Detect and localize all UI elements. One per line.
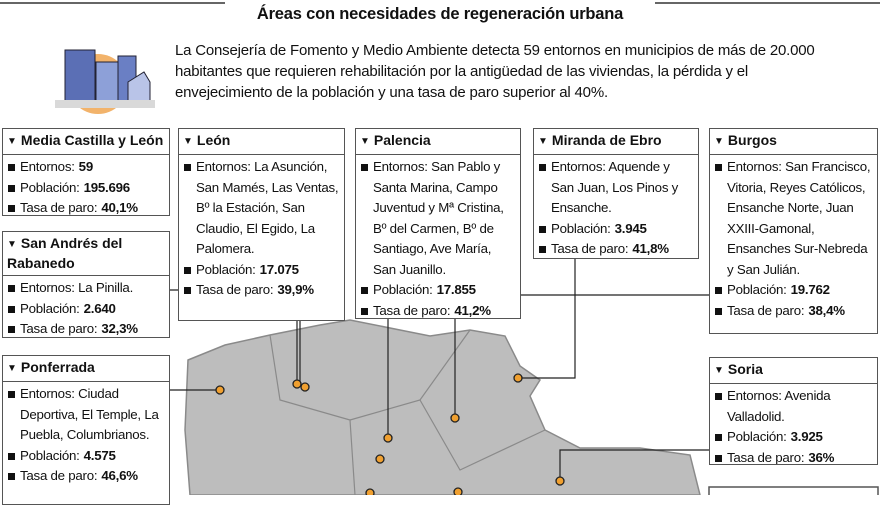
line-value: 195.696	[83, 179, 131, 195]
line-label: Entornos: Aquende y San Juan, Los Pinos …	[551, 159, 679, 215]
line-label: Población:	[20, 447, 80, 463]
box-title: Media Castilla y León	[3, 129, 169, 155]
line-label: Entornos: San Pablo y Santa Marina, Camp…	[373, 159, 504, 277]
box-line: Población: 3.925	[714, 427, 873, 448]
box-line: Población: 2.640	[7, 299, 165, 320]
box-body: Entornos: La Pinilla. Población: 2.640 Tasa…	[3, 276, 169, 337]
info-box: Miranda de Ebro Entornos: Aquende y San J…	[533, 128, 699, 259]
box-line: Tasa de paro: 38,4%	[714, 301, 873, 322]
box-line: Entornos: Ciudad Deportiva, El Temple, L…	[7, 384, 165, 446]
line-value: 40,1%	[101, 200, 138, 215]
box-line: Población: 19.762	[714, 280, 873, 301]
box-body: Entornos: 59 Población: 195.696 Tasa de paro…	[3, 155, 169, 215]
box-line: Tasa de paro: 39,9%	[183, 280, 340, 301]
line-label: Población:	[20, 300, 80, 316]
box-line: Entornos: Aquende y San Juan, Los Pinos …	[538, 157, 694, 219]
box-line: Tasa de paro: 32,3%	[7, 319, 165, 337]
box-title: San Andrés del Rabanedo	[3, 232, 169, 276]
line-label: Población:	[727, 429, 787, 444]
box-body: Entornos: La Asunción, San Mamés, Las Ve…	[179, 155, 344, 303]
line-value: 39,9%	[277, 282, 314, 297]
line-value: 38,4%	[808, 302, 845, 318]
line-label: Población:	[551, 220, 611, 236]
info-box: Soria Entornos: Avenida Valladolid. Poblac…	[709, 357, 878, 465]
box-title: Palencia	[356, 129, 520, 155]
box-line: Tasa de paro: 40,1%	[7, 198, 165, 215]
box-title: Ponferrada	[3, 356, 169, 382]
line-value: 36%	[808, 449, 835, 465]
city-dots	[215, 373, 565, 495]
line-label: Población:	[20, 179, 80, 195]
info-box: San Andrés del Rabanedo Entornos: La Pini…	[2, 231, 170, 338]
line-label: Tasa de paro:	[196, 282, 274, 297]
box-body: Entornos: Avenida Valladolid. Población: 3…	[710, 384, 877, 465]
buildings-icon	[55, 49, 155, 114]
line-label: Entornos: Ciudad Deportiva, El Temple, L…	[20, 386, 159, 442]
line-value: 3.945	[614, 220, 647, 236]
box-body: Entornos: San Pablo y Santa Marina, Camp…	[356, 155, 520, 319]
box-title: Miranda de Ebro	[534, 129, 698, 155]
line-label: Tasa de paro:	[20, 468, 98, 483]
line-label: Tasa de paro:	[373, 302, 451, 318]
line-label: Entornos: Avenida Valladolid.	[727, 388, 831, 424]
box-body: Entornos: Aquende y San Juan, Los Pinos …	[534, 155, 698, 258]
box-line: Población: 17.855	[360, 280, 516, 301]
box-title: Burgos	[710, 129, 877, 155]
intro: La Consejería de Fomento y Medio Ambient…	[175, 42, 815, 101]
line-value: 19.762	[790, 282, 830, 297]
line-label: Entornos: La Asunción, San Mamés, Las Ve…	[196, 159, 339, 256]
line-value: 41,8%	[632, 241, 669, 256]
box-line: Entornos: 59	[7, 157, 165, 178]
info-box: Ponferrada Entornos: Ciudad Deportiva, El…	[2, 355, 170, 505]
line-label: Tasa de paro:	[20, 321, 98, 336]
line-label: Entornos: San Francisco, Vitoria, Reyes …	[727, 159, 871, 277]
info-box: Burgos Entornos: San Francisco, Vitoria, …	[709, 128, 878, 334]
info-box: Palencia Entornos: San Pablo y Santa Mari…	[355, 128, 521, 319]
box-line: Entornos: Avenida Valladolid.	[714, 386, 873, 427]
box-line: Población: 195.696	[7, 178, 165, 199]
line-value: 2.640	[83, 300, 116, 316]
line-label: Población:	[727, 282, 787, 297]
line-value: 17.075	[259, 261, 299, 277]
box-line: Entornos: San Francisco, Vitoria, Reyes …	[714, 157, 873, 280]
region-map	[184, 319, 701, 495]
info-box: León Entornos: La Asunción, San Mamés, La…	[178, 128, 345, 321]
line-value: 41,2%	[454, 302, 491, 318]
box-line: Tasa de paro: 41,8%	[538, 239, 694, 258]
line-label: Tasa de paro:	[20, 200, 98, 215]
line-label: Población:	[196, 261, 256, 277]
line-label: Población:	[373, 282, 433, 297]
cropped-box	[708, 486, 879, 495]
line-value: 32,3%	[101, 321, 138, 336]
box-line: Tasa de paro: 36%	[714, 448, 873, 465]
box-line: Tasa de paro: 41,2%	[360, 301, 516, 319]
box-line: Entornos: San Pablo y Santa Marina, Camp…	[360, 157, 516, 280]
line-value: 17.855	[436, 282, 476, 297]
box-title: Soria	[710, 358, 877, 384]
box-line: Población: 17.075	[183, 260, 340, 281]
box-line: Tasa de paro: 46,6%	[7, 466, 165, 487]
box-line: Entornos: La Pinilla.	[7, 278, 165, 299]
line-label: Tasa de paro:	[551, 241, 629, 256]
info-box: Media Castilla y LeónEntornos:59Població…	[2, 128, 170, 216]
line-label: Entornos: La Pinilla.	[20, 280, 134, 295]
line-label: Tasa de paro:	[727, 302, 805, 318]
line-label: Entornos:	[20, 159, 75, 174]
box-line: Población: 4.575	[7, 446, 165, 467]
box-line: Población: 3.945	[538, 219, 694, 240]
box-body: Entornos: Ciudad Deportiva, El Temple, L…	[3, 382, 169, 489]
line-value: 46,6%	[101, 468, 138, 483]
line-value: 4.575	[83, 447, 116, 463]
leader-lines	[170, 258, 709, 481]
title: Áreas con necesidades de regeneración ur…	[256, 5, 624, 23]
box-title: León	[179, 129, 344, 155]
box-line: Entornos: La Asunción, San Mamés, Las Ve…	[183, 157, 340, 260]
line-value: 3.925	[790, 429, 823, 444]
box-body: Entornos: San Francisco, Vitoria, Reyes …	[710, 155, 877, 323]
line-value: 59	[78, 159, 94, 174]
line-label: Tasa de paro:	[727, 449, 805, 465]
